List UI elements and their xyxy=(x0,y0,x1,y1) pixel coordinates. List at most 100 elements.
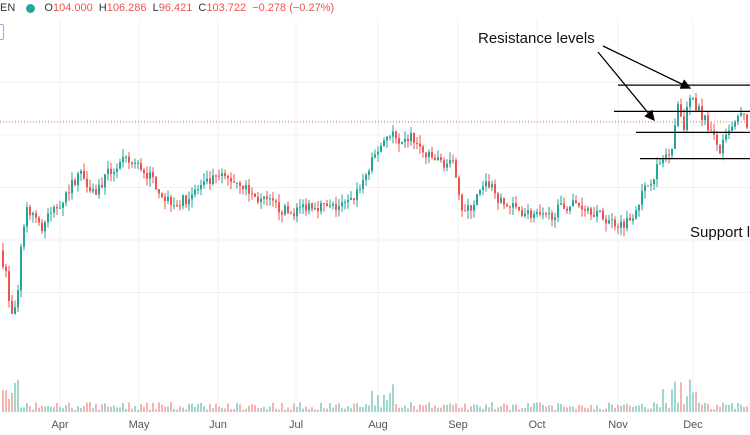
volume-bar xyxy=(290,409,292,412)
volume-bar xyxy=(746,406,748,412)
volume-bar xyxy=(272,402,274,412)
candle-body xyxy=(302,204,304,208)
volume-bar xyxy=(311,407,313,412)
volume-bar xyxy=(233,408,235,412)
candle-body xyxy=(680,104,682,117)
candle-body xyxy=(287,205,289,214)
candle-body xyxy=(629,217,631,221)
volume-bar xyxy=(281,403,283,412)
volume-bar xyxy=(5,390,7,412)
candle-body xyxy=(482,186,484,190)
volume-bar xyxy=(563,406,565,412)
legend-toggle-button[interactable] xyxy=(0,24,4,40)
candle-body xyxy=(509,206,511,208)
candle-body xyxy=(380,145,382,152)
candle-body xyxy=(41,222,43,232)
volume-bar xyxy=(572,406,574,412)
candle-body xyxy=(704,115,706,120)
candle-body xyxy=(158,189,160,194)
candle-body xyxy=(119,162,121,169)
volume-bar xyxy=(584,407,586,412)
candle-body xyxy=(404,138,406,142)
volume-bar xyxy=(473,404,475,412)
candle-body xyxy=(386,136,388,141)
candle-body xyxy=(47,213,49,223)
candle-body xyxy=(455,160,457,178)
volume-bar xyxy=(167,406,169,412)
candle-body xyxy=(662,159,664,164)
volume-bar xyxy=(17,379,19,412)
candle-body xyxy=(164,196,166,201)
candle-body xyxy=(209,178,211,185)
candle-body xyxy=(101,184,103,188)
candle-body xyxy=(473,204,475,211)
candle-body xyxy=(578,202,580,206)
open-value: 104.000 xyxy=(52,2,93,15)
volume-bar xyxy=(419,404,421,412)
volume-bar xyxy=(113,405,115,412)
candle-body xyxy=(113,172,115,174)
volume-bar xyxy=(353,403,355,412)
volume-bar xyxy=(29,405,31,412)
candle-body xyxy=(440,157,442,161)
volume-bar xyxy=(317,409,319,412)
volume-bar xyxy=(74,409,76,412)
candle-body xyxy=(572,200,574,207)
volume-bar xyxy=(200,402,202,412)
candle-body xyxy=(425,152,427,158)
volume-bar xyxy=(683,404,685,412)
candle-body xyxy=(416,142,418,144)
volume-bar xyxy=(542,404,544,412)
candle-body xyxy=(182,195,184,206)
candle-body xyxy=(428,151,430,158)
volume-bar xyxy=(470,406,472,412)
candle-body xyxy=(710,130,712,132)
x-tick-label: Jun xyxy=(209,419,227,431)
candle-body xyxy=(308,203,310,211)
volume-bar xyxy=(329,403,331,412)
volume-bar xyxy=(101,404,103,412)
candle-body xyxy=(245,184,247,190)
candle-body xyxy=(614,219,616,227)
candle-body xyxy=(458,177,460,195)
candle-body xyxy=(512,203,514,208)
candle-body xyxy=(80,170,82,174)
volume-bar xyxy=(59,406,61,412)
resistance-arrow-lower xyxy=(597,51,655,122)
candle-body xyxy=(488,181,490,188)
volume-bar xyxy=(95,403,97,412)
candle-body xyxy=(296,207,298,217)
volume-bar xyxy=(143,406,145,412)
volume-bar xyxy=(53,407,55,412)
volume-bar xyxy=(521,408,523,412)
volume-bar xyxy=(212,408,214,412)
candle-body xyxy=(626,217,628,228)
candle-body xyxy=(659,163,661,165)
candle-body xyxy=(305,204,307,211)
candle-body xyxy=(476,194,478,205)
candle-body xyxy=(194,189,196,195)
volume-bar xyxy=(485,404,487,412)
candle-body xyxy=(2,250,4,267)
volume-bar xyxy=(602,409,604,412)
candle-body xyxy=(590,208,592,215)
volume-bar xyxy=(2,390,4,412)
candle-body xyxy=(224,173,226,177)
volume-bar xyxy=(497,407,499,412)
candle-body xyxy=(317,208,319,212)
candle-body xyxy=(665,154,667,160)
volume-bar xyxy=(209,404,211,412)
volume-bar xyxy=(56,402,58,412)
volume-bar xyxy=(611,404,613,412)
volume-bar xyxy=(173,409,175,412)
volume-bar xyxy=(155,409,157,412)
candle-body xyxy=(551,213,553,220)
volume-bar xyxy=(152,402,154,412)
candle-body xyxy=(350,198,352,200)
volume-bar xyxy=(278,409,280,412)
high-label: H xyxy=(98,2,107,15)
candle-body xyxy=(353,198,355,200)
candle-body xyxy=(38,217,40,223)
